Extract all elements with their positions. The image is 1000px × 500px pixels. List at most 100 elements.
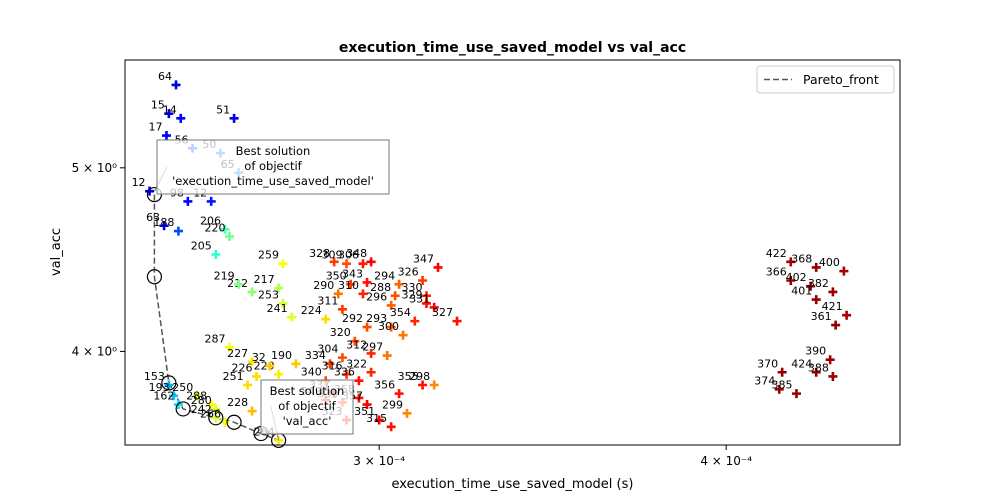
point-marker [333, 289, 343, 299]
point-label: 309 [322, 249, 343, 262]
data-point: 226 [232, 361, 262, 381]
point-label: 328 [309, 247, 330, 260]
data-point: 288 [186, 390, 216, 410]
data-point: 374 [754, 374, 784, 394]
point-marker [386, 422, 396, 432]
point-marker [287, 312, 297, 322]
point-label: 348 [346, 247, 367, 260]
data-point: 206 [200, 214, 230, 234]
point-marker [386, 322, 396, 332]
point-label: 217 [254, 273, 275, 286]
data-point: 296 [366, 290, 396, 310]
point-label: 228 [227, 396, 248, 409]
data-point: 217 [254, 273, 284, 293]
data-point: 153 [144, 370, 174, 390]
data-point: 388 [808, 361, 838, 381]
point-marker [278, 298, 288, 308]
data-point: 310 [338, 279, 368, 299]
data-point: 334 [305, 349, 335, 369]
data-point: 327 [432, 306, 462, 326]
point-marker [247, 357, 257, 367]
data-point: 259 [258, 249, 288, 269]
point-label: 193 [149, 381, 170, 394]
point-marker [176, 113, 186, 123]
point-label: 316 [322, 359, 343, 372]
point-marker [329, 257, 339, 267]
data-point: 382 [808, 277, 838, 297]
data-point: 241 [267, 302, 297, 322]
point-label: 351 [354, 405, 375, 418]
point-label: 17 [148, 121, 162, 134]
point-label: 32 [252, 351, 266, 364]
point-label: 310 [338, 279, 359, 292]
annotation-text-line: Best solution [270, 384, 345, 398]
point-label: 299 [382, 398, 403, 411]
data-point: 14 [163, 103, 186, 123]
data-point: 242 [191, 403, 221, 423]
point-marker [374, 415, 384, 425]
pareto-point-marker [161, 375, 177, 391]
point-marker [206, 196, 216, 206]
point-marker [806, 281, 816, 291]
data-point: 293 [366, 312, 396, 332]
point-label: 253 [258, 288, 279, 301]
data-point: 424 [791, 357, 821, 377]
chart-title: execution_time_use_saved_model vs val_ac… [339, 40, 686, 56]
point-marker [366, 348, 376, 358]
point-label: 190 [271, 349, 292, 362]
point-marker [243, 380, 253, 390]
point-label: 292 [342, 312, 363, 325]
data-point: 311 [317, 294, 347, 314]
point-marker [265, 361, 275, 371]
data-point: 422 [766, 247, 796, 267]
data-point: 329 [401, 288, 431, 308]
point-marker [183, 196, 193, 206]
point-label: 294 [374, 269, 395, 282]
point-label: 63 [146, 211, 160, 224]
data-point: 299 [382, 398, 412, 418]
point-marker [206, 400, 216, 410]
data-point: 32 [252, 351, 275, 371]
data-point: 193 [149, 381, 179, 401]
point-marker [828, 287, 838, 297]
point-label: 251 [223, 370, 244, 383]
point-label: 14 [163, 103, 177, 116]
pareto-point-marker [226, 414, 242, 430]
point-label: 312 [346, 338, 367, 351]
pareto-point-marker [175, 401, 191, 417]
y-tick-label: 4 × 10⁰ [72, 344, 118, 358]
data-point: 390 [805, 345, 835, 365]
point-marker [342, 369, 352, 379]
point-marker [161, 131, 171, 141]
data-point: 287 [205, 332, 235, 352]
data-point: 63 [146, 211, 169, 231]
point-label: 336 [334, 366, 355, 379]
point-label: 227 [227, 347, 248, 360]
point-marker [382, 351, 392, 361]
point-label: 206 [200, 214, 221, 227]
point-label: 300 [378, 320, 399, 333]
point-label: 401 [791, 285, 812, 298]
data-point: 224 [301, 304, 331, 324]
point-label: 15 [151, 99, 165, 112]
point-label: 340 [301, 366, 322, 379]
point-marker [394, 389, 404, 399]
point-marker [774, 384, 784, 394]
point-marker [362, 400, 372, 410]
point-marker [418, 380, 428, 390]
x-axis-label: execution_time_use_saved_model (s) [392, 477, 634, 492]
point-marker [229, 113, 239, 123]
legend: Pareto_front [756, 65, 895, 94]
data-point: 402 [786, 271, 816, 291]
point-label: 388 [808, 361, 829, 374]
x-axis: 3 × 10⁻⁴ 4 × 10⁻⁴ [353, 445, 752, 468]
data-point: 298 [409, 370, 439, 390]
data-point: 304 [317, 343, 347, 363]
point-marker [811, 262, 821, 272]
point-marker [171, 80, 181, 90]
point-label: 329 [401, 288, 422, 301]
point-label: 322 [346, 357, 367, 370]
point-marker [402, 408, 412, 418]
point-marker [169, 391, 179, 401]
point-label: 296 [366, 290, 387, 303]
